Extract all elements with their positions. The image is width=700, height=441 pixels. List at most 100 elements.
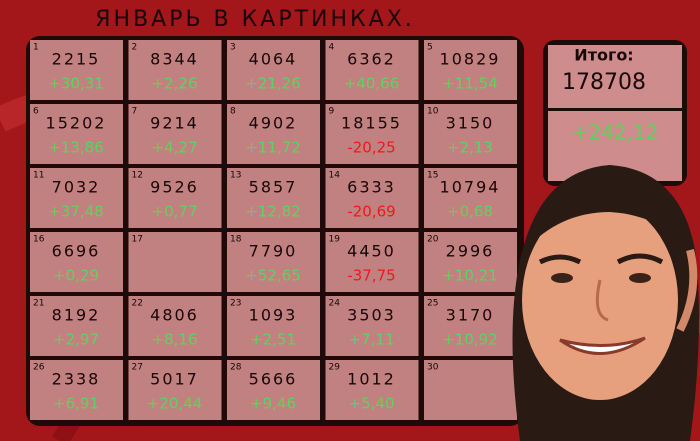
- day-change: +0,68: [447, 203, 493, 221]
- day-change: -37,75: [347, 267, 395, 285]
- day-change: +11,54: [442, 75, 498, 93]
- day-number: 9: [329, 107, 335, 117]
- day-cell: [325, 168, 419, 228]
- day-value: 2215: [52, 50, 101, 69]
- day-cell: [424, 296, 517, 356]
- day-change: +2,97: [53, 331, 99, 349]
- day-number: 29: [329, 363, 341, 373]
- day-cell: [128, 232, 222, 292]
- day-cell: [128, 296, 222, 356]
- day-change: +13,86: [48, 139, 104, 157]
- day-number: 21: [33, 299, 44, 309]
- day-cell: [424, 360, 517, 420]
- day-value: 4064: [249, 50, 298, 69]
- total-cell: [548, 45, 682, 108]
- day-value: 5666: [249, 370, 298, 389]
- day-number: 20: [427, 235, 439, 245]
- day-cell: [424, 168, 517, 228]
- day-number: 5: [427, 43, 433, 53]
- day-number: 12: [132, 171, 143, 181]
- day-value: 9214: [150, 114, 199, 133]
- day-number: 23: [230, 299, 241, 309]
- day-change: -20,69: [347, 203, 395, 221]
- day-value: 1012: [347, 370, 396, 389]
- total-label: Итого:: [574, 46, 633, 65]
- day-cell: [227, 40, 320, 100]
- day-number: 18: [230, 235, 242, 245]
- day-change: +10,92: [442, 331, 498, 349]
- day-value: 4450: [347, 242, 396, 261]
- day-cell: [325, 360, 419, 420]
- day-value: 3150: [446, 114, 495, 133]
- day-cell: [30, 296, 123, 356]
- day-number: 6: [33, 107, 39, 117]
- day-change: +11,72: [245, 139, 301, 157]
- day-number: 7: [132, 107, 138, 117]
- day-number: 11: [33, 171, 44, 181]
- day-cell: [227, 232, 320, 292]
- day-cell: [227, 168, 320, 228]
- day-value: 4902: [249, 114, 298, 133]
- day-cell: [424, 40, 517, 100]
- day-value: 9526: [150, 178, 199, 197]
- day-number: 15: [427, 171, 438, 181]
- day-change: +2,51: [250, 331, 296, 349]
- day-number: 24: [329, 299, 341, 309]
- day-change: +10,21: [442, 267, 498, 285]
- day-number: 14: [329, 171, 341, 181]
- day-value: 2996: [446, 242, 495, 261]
- day-value: 18155: [341, 114, 402, 133]
- day-number: 25: [427, 299, 438, 309]
- day-value: 6696: [52, 242, 101, 261]
- day-change: +5,40: [349, 395, 395, 413]
- day-number: 28: [230, 363, 242, 373]
- day-value: 5017: [150, 370, 199, 389]
- day-value: 8344: [150, 50, 199, 69]
- total-value: 178708: [562, 70, 646, 95]
- day-change: +52,65: [245, 267, 301, 285]
- day-cell: [325, 296, 419, 356]
- day-cell: [227, 104, 320, 164]
- day-number: 8: [230, 107, 236, 117]
- day-change: +20,44: [147, 395, 203, 413]
- day-value: 6362: [347, 50, 396, 69]
- day-cell: [30, 168, 123, 228]
- title: ЯНВАРЬ В КАРТИНКАХ.: [95, 7, 415, 32]
- day-value: 4806: [150, 306, 199, 325]
- day-change: +2,13: [447, 139, 493, 157]
- day-cell: [128, 168, 222, 228]
- day-number: 1: [33, 43, 39, 53]
- day-cell: [30, 360, 123, 420]
- day-cell: [128, 40, 222, 100]
- day-number: 22: [132, 299, 143, 309]
- day-cell: [128, 104, 222, 164]
- day-change: +7,11: [349, 331, 395, 349]
- day-change: +0,29: [53, 267, 99, 285]
- day-cell: [325, 40, 419, 100]
- day-cell: [227, 360, 320, 420]
- day-number: 16: [33, 235, 45, 245]
- day-number: 27: [132, 363, 143, 373]
- day-change: +12,82: [245, 203, 301, 221]
- day-cell: [30, 104, 123, 164]
- day-number: 10: [427, 107, 439, 117]
- day-value: 10829: [440, 50, 501, 69]
- day-cell: [325, 104, 419, 164]
- day-value: 7032: [52, 178, 101, 197]
- day-value: 6333: [347, 178, 396, 197]
- day-cell: [128, 360, 222, 420]
- day-change: +21,26: [245, 75, 301, 93]
- day-number: 4: [329, 43, 335, 53]
- day-cell: [30, 40, 123, 100]
- day-number: 13: [230, 171, 241, 181]
- day-change: -20,25: [347, 139, 395, 157]
- day-change: +9,46: [250, 395, 296, 413]
- day-value: 3503: [347, 306, 396, 325]
- day-cell: [227, 296, 320, 356]
- day-change: +37,48: [48, 203, 104, 221]
- day-change: +4,27: [152, 139, 198, 157]
- day-number: 3: [230, 43, 236, 53]
- day-value: 1093: [249, 306, 298, 325]
- total-change: +242,12: [572, 121, 659, 145]
- day-value: 15202: [46, 114, 107, 133]
